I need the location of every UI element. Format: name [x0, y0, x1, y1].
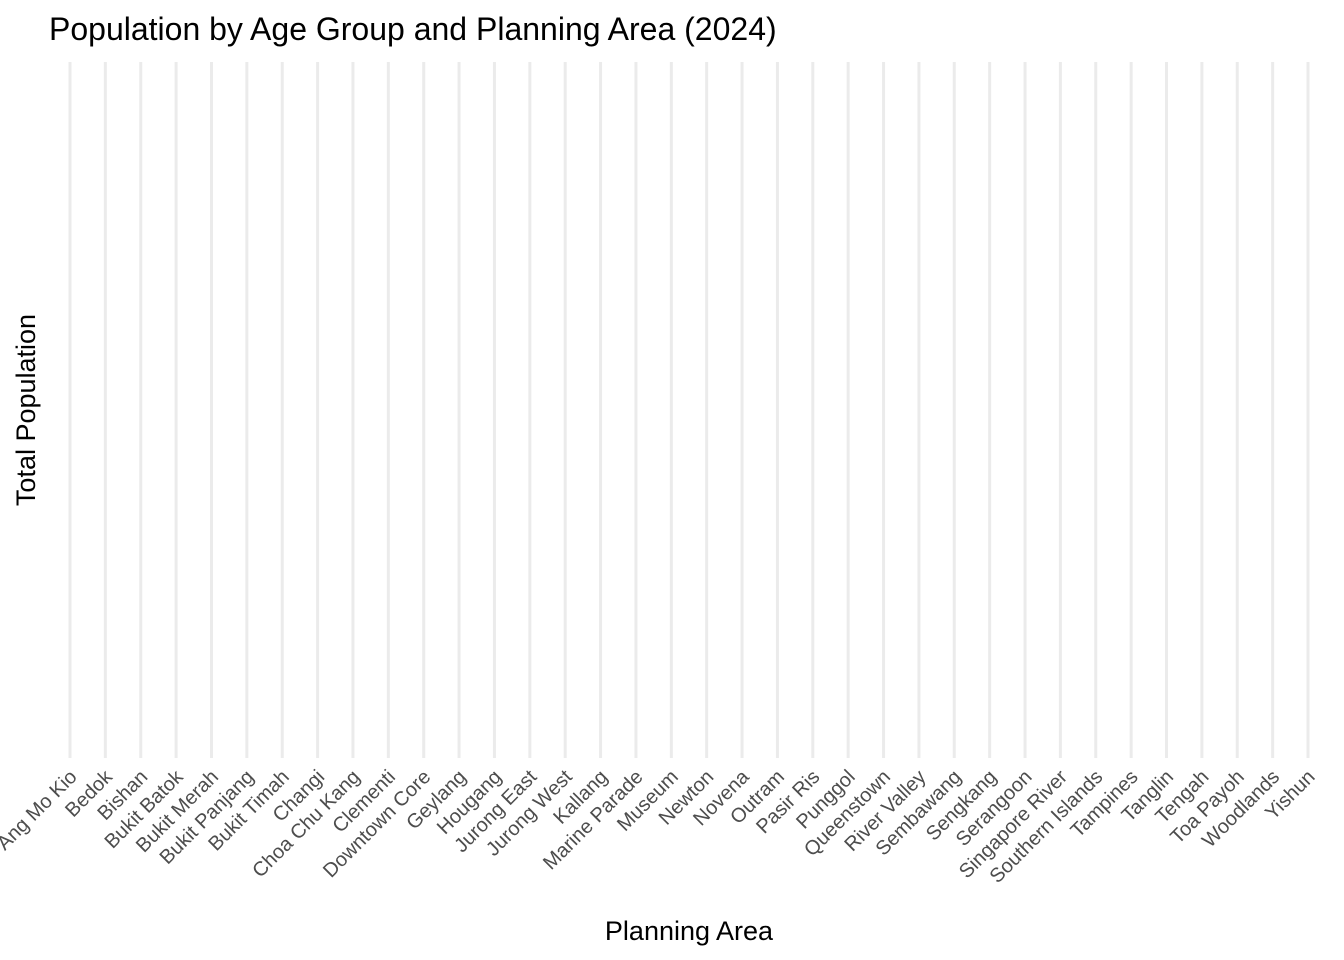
y-axis-title: Total Population [11, 314, 41, 506]
x-axis-title: Planning Area [605, 916, 774, 946]
grid-lines [68, 62, 1310, 758]
chart-title: Population by Age Group and Planning Are… [49, 11, 777, 47]
